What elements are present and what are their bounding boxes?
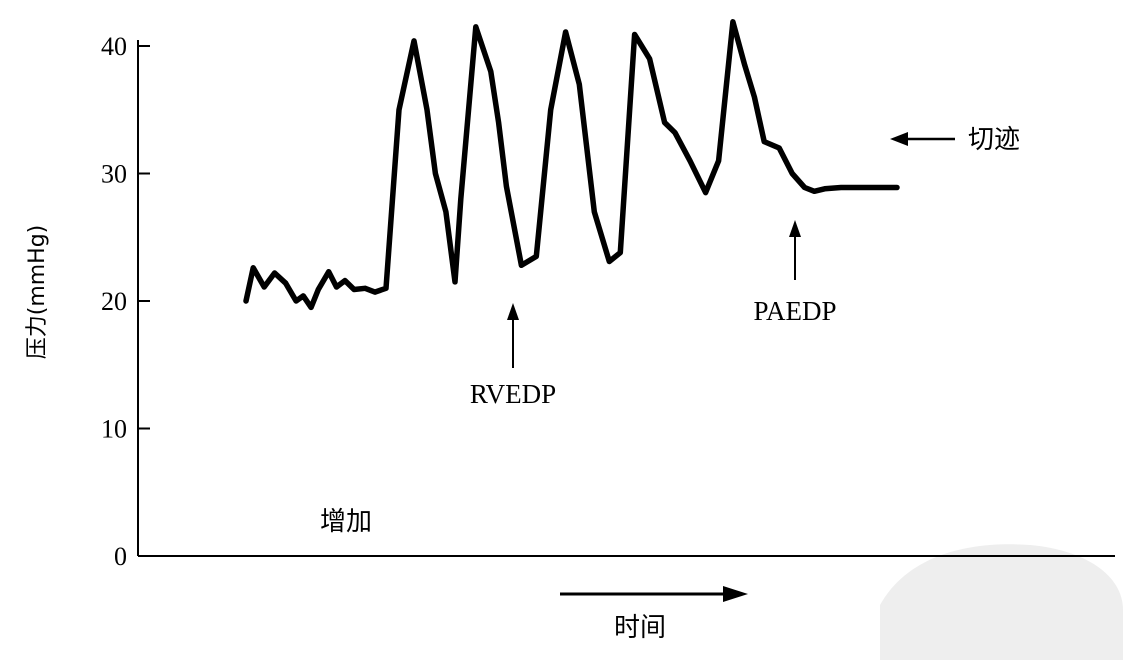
watermark-shape [880, 544, 1123, 660]
pressure-trace-line [243, 19, 900, 311]
y-tick-label: 10 [101, 415, 127, 444]
rvedp-annotation: RVEDP [470, 303, 556, 409]
y-tick-label: 30 [101, 160, 127, 189]
notch-arrow-head [890, 132, 908, 146]
rvedp-label: RVEDP [470, 379, 556, 409]
paedp-annotation: PAEDP [753, 220, 837, 326]
time-arrow [560, 586, 748, 602]
increase-label: 增加 [320, 507, 372, 537]
paedp-arrow-head [789, 220, 801, 237]
y-ticks: 0 10 20 30 40 [101, 32, 150, 571]
notch-label: 切迹 [968, 125, 1020, 155]
y-axis-label: 压力(mmHg) [25, 225, 50, 360]
y-tick-label: 40 [101, 32, 127, 61]
y-tick-label: 0 [114, 542, 127, 571]
y-tick-label: 20 [101, 287, 127, 316]
paedp-label: PAEDP [753, 296, 836, 326]
x-axis-label: 时间 [614, 613, 666, 643]
time-arrow-head [723, 586, 748, 602]
rvedp-arrow-head [507, 303, 519, 320]
notch-annotation: 切迹 [890, 125, 1020, 155]
